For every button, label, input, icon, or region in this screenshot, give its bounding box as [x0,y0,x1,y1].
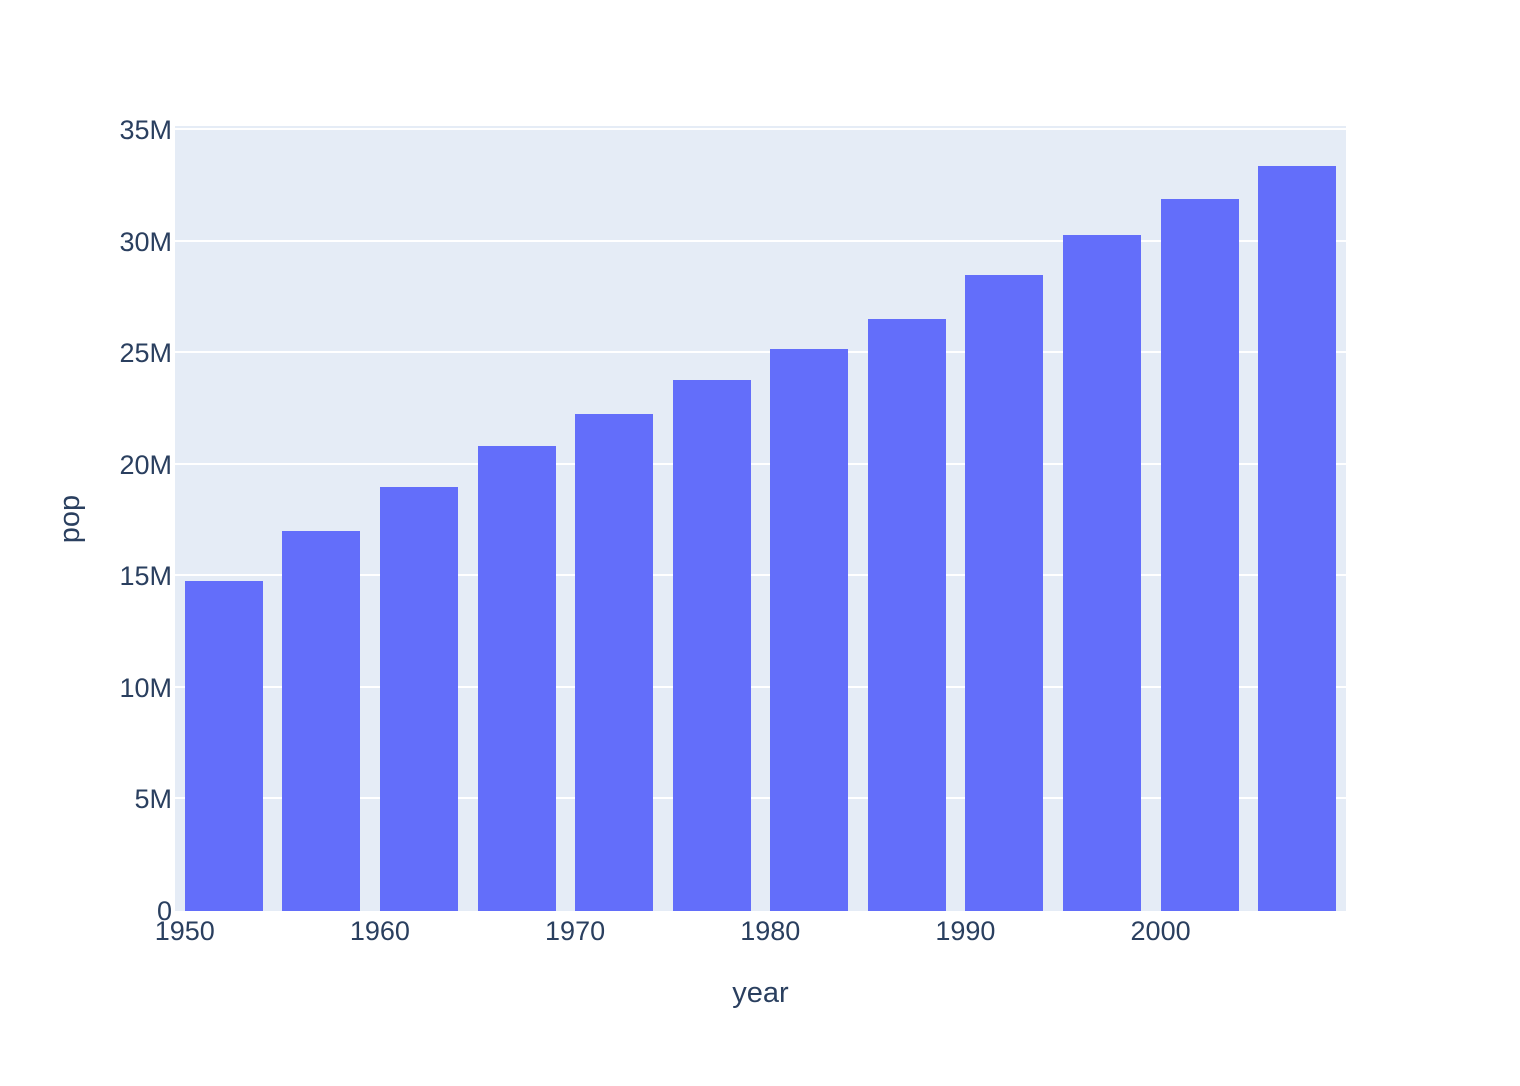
y-gridline-20M [175,462,1346,465]
bar-1992[interactable] [965,274,1044,911]
y-tick-label-10M: 10M [119,672,172,703]
y-gridline-10M [175,685,1346,688]
y-tick-label-0: 0 [156,896,172,926]
bar-1957[interactable] [282,531,361,911]
y-gridline-35M [175,128,1346,130]
bar-1977[interactable] [672,380,751,911]
bar-1987[interactable] [867,318,946,911]
y-tick-label-5M: 5M [134,784,172,815]
y-tick-label-30M: 30M [119,226,172,257]
bar-1952[interactable] [184,581,263,911]
bar-1972[interactable] [575,413,654,911]
bar-1967[interactable] [477,446,556,911]
bar-2007[interactable] [1258,165,1337,911]
y-gridline-15M [175,574,1346,577]
x-tick-label-1960: 1960 [349,916,410,946]
y-tick-label-35M: 35M [119,115,172,145]
y-tick-label-15M: 15M [119,561,172,592]
bar-2002[interactable] [1160,199,1239,911]
bar-1982[interactable] [770,348,849,911]
y-gridline-30M [175,239,1346,242]
y-tick-label-25M: 25M [119,338,172,369]
y-tick-label-20M: 20M [119,449,172,480]
bar-1997[interactable] [1063,234,1142,911]
x-tick-label-1990: 1990 [935,916,996,946]
bar-1962[interactable] [379,487,458,911]
plot-area[interactable] [175,126,1346,911]
x-tick-label-1980: 1980 [740,916,801,946]
y-gridline-25M [175,351,1346,354]
x-tick-label-1950: 1950 [154,916,215,946]
x-tick-label-1970: 1970 [545,916,606,946]
x-tick-label-2000: 2000 [1130,916,1191,946]
y-gridline-5M [175,797,1346,800]
y-axis-title: pop [54,494,86,543]
x-axis-title: year [732,977,789,1009]
